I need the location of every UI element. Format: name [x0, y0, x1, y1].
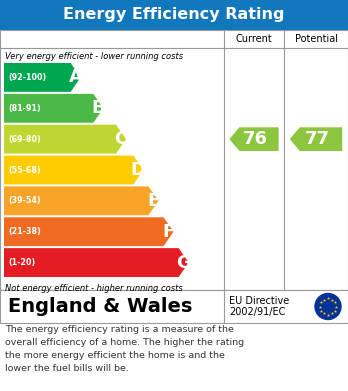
Bar	[0, 0, 348, 30]
Text: The energy efficiency rating is a measure of the
overall efficiency of a home. T: The energy efficiency rating is a measur…	[5, 325, 244, 373]
Text: (1-20): (1-20)	[8, 258, 35, 267]
Text: (92-100): (92-100)	[8, 73, 46, 82]
Text: (55-68): (55-68)	[8, 165, 41, 174]
Text: C: C	[114, 130, 128, 148]
Text: D: D	[131, 161, 146, 179]
Polygon shape	[4, 217, 174, 246]
Text: Very energy efficient - lower running costs: Very energy efficient - lower running co…	[5, 52, 183, 61]
Polygon shape	[4, 125, 126, 154]
Text: A: A	[69, 68, 82, 86]
Text: (39-54): (39-54)	[8, 196, 41, 205]
Polygon shape	[229, 127, 279, 151]
Text: 76: 76	[243, 130, 268, 148]
Polygon shape	[4, 248, 189, 277]
Text: (21-38): (21-38)	[8, 227, 41, 236]
Text: Potential: Potential	[294, 34, 338, 44]
Text: (69-80): (69-80)	[8, 135, 41, 143]
Text: B: B	[92, 99, 105, 117]
Text: G: G	[176, 254, 191, 272]
Circle shape	[315, 294, 341, 319]
Bar	[0, 30, 348, 290]
Polygon shape	[4, 156, 143, 185]
Text: Current: Current	[236, 34, 272, 44]
Polygon shape	[4, 187, 158, 215]
Text: 2002/91/EC: 2002/91/EC	[229, 307, 285, 316]
Polygon shape	[290, 127, 342, 151]
Bar	[0, 290, 348, 323]
Polygon shape	[4, 63, 81, 92]
Text: E: E	[147, 192, 160, 210]
Text: EU Directive: EU Directive	[229, 296, 289, 307]
Text: F: F	[163, 223, 175, 241]
Text: England & Wales: England & Wales	[8, 297, 192, 316]
Text: Not energy efficient - higher running costs: Not energy efficient - higher running co…	[5, 284, 183, 293]
Text: 77: 77	[305, 130, 330, 148]
Text: Energy Efficiency Rating: Energy Efficiency Rating	[63, 7, 285, 23]
Text: (81-91): (81-91)	[8, 104, 41, 113]
Polygon shape	[4, 94, 103, 123]
